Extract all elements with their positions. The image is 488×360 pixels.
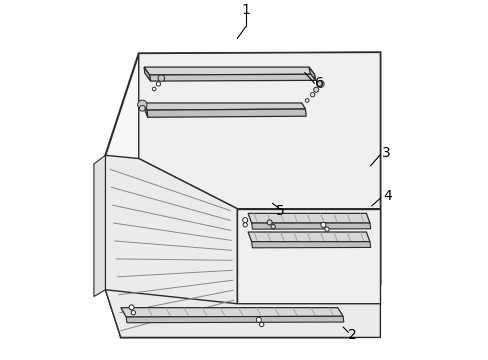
Polygon shape [149,74,315,81]
Circle shape [158,75,164,81]
Polygon shape [94,155,105,297]
Polygon shape [105,290,380,337]
Circle shape [266,220,271,225]
Polygon shape [105,53,380,337]
Circle shape [259,322,264,327]
Polygon shape [251,242,370,248]
Circle shape [313,87,318,92]
Circle shape [156,82,160,86]
Circle shape [152,87,156,91]
Polygon shape [251,223,370,229]
Text: 6: 6 [315,76,324,90]
Circle shape [305,99,308,102]
Circle shape [316,80,324,87]
Polygon shape [144,67,150,81]
Text: 4: 4 [382,189,391,203]
Circle shape [139,105,145,111]
Circle shape [138,100,147,109]
Circle shape [256,318,261,322]
Polygon shape [144,103,305,110]
Circle shape [129,305,134,310]
Circle shape [242,218,247,223]
Circle shape [131,311,135,315]
Polygon shape [247,213,369,223]
Polygon shape [237,209,380,304]
Text: 5: 5 [275,203,284,217]
Polygon shape [144,67,314,75]
Circle shape [243,223,247,227]
Text: 1: 1 [242,3,250,17]
Text: 2: 2 [347,328,356,342]
Polygon shape [144,103,147,117]
Polygon shape [247,232,369,242]
Circle shape [270,225,275,229]
Polygon shape [105,155,237,337]
Polygon shape [147,109,305,117]
Polygon shape [139,53,380,209]
Circle shape [324,227,328,231]
Text: 3: 3 [381,146,390,160]
Circle shape [320,222,325,228]
Polygon shape [308,67,315,80]
Polygon shape [121,308,343,317]
Polygon shape [126,316,343,323]
Circle shape [310,93,314,97]
